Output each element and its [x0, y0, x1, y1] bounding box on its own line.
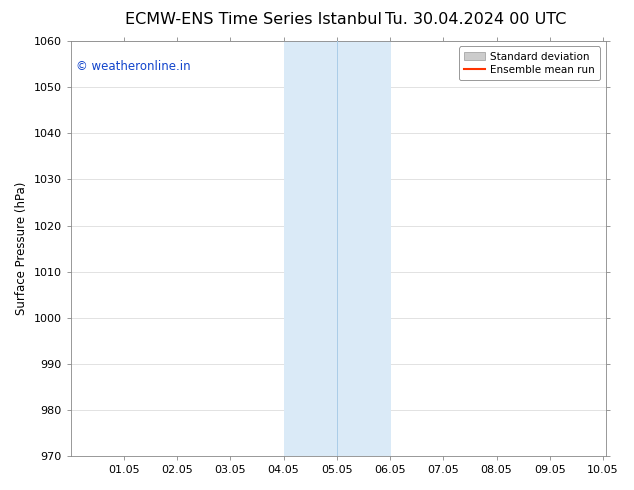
- Y-axis label: Surface Pressure (hPa): Surface Pressure (hPa): [15, 182, 28, 315]
- Legend: Standard deviation, Ensemble mean run: Standard deviation, Ensemble mean run: [459, 47, 600, 80]
- Text: © weatheronline.in: © weatheronline.in: [76, 60, 191, 73]
- Text: ECMW-ENS Time Series Istanbul: ECMW-ENS Time Series Istanbul: [125, 12, 382, 27]
- Bar: [283, 41, 390, 456]
- Text: Tu. 30.04.2024 00 UTC: Tu. 30.04.2024 00 UTC: [385, 12, 566, 27]
